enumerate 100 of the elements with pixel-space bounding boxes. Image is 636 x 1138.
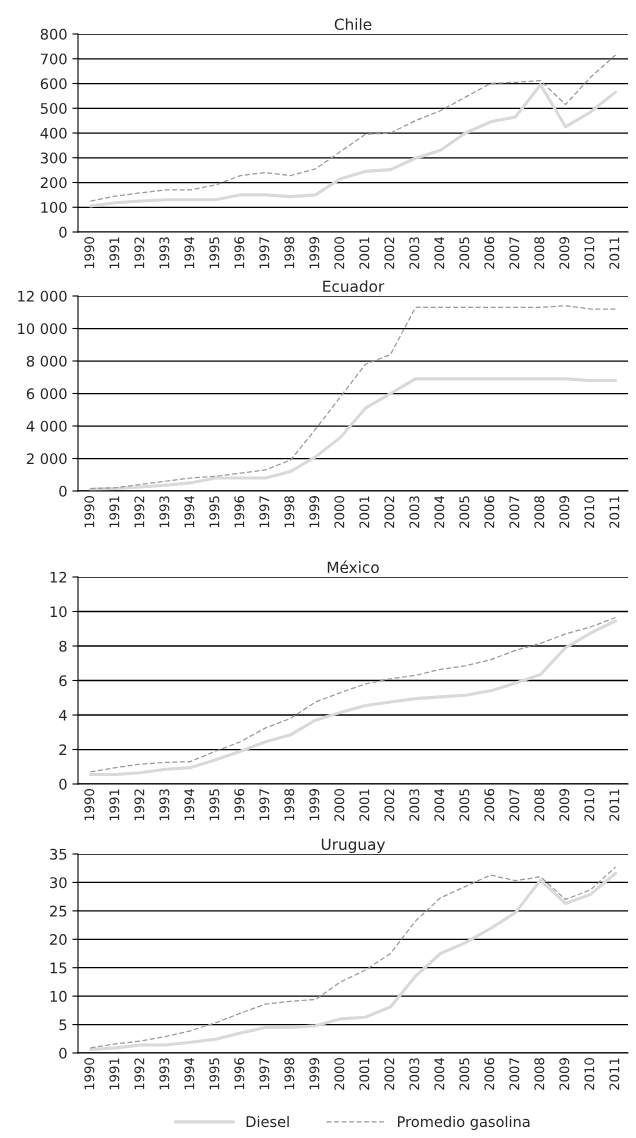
y-tick-label: 0 xyxy=(59,778,67,790)
x-tick-label: 1995 xyxy=(209,1058,220,1090)
y-tick-label: 600 xyxy=(40,78,67,90)
y-tick-label: 4 000 xyxy=(26,420,67,432)
x-tick-label: 2002 xyxy=(384,496,395,528)
y-tick-label: 0 xyxy=(59,1047,67,1059)
chart-title: Uruguay xyxy=(321,838,386,854)
x-tick-label: 1993 xyxy=(159,496,170,528)
x-tick-label: 2009 xyxy=(559,237,570,269)
y-tick-label: 5 xyxy=(59,1019,67,1031)
x-tick-label: 2009 xyxy=(559,496,570,528)
x-tick-label: 2000 xyxy=(334,496,345,528)
chart-title: México xyxy=(327,560,379,574)
line-series xyxy=(88,377,618,491)
x-tick-label: 1999 xyxy=(309,1058,320,1090)
x-tick-label: 1998 xyxy=(284,789,295,821)
x-tick-label: 2006 xyxy=(484,496,495,528)
x-tick-label: 1991 xyxy=(109,496,120,528)
y-tick-label: 500 xyxy=(40,102,67,114)
x-tick-label: 2002 xyxy=(384,237,395,269)
x-tick-label: 2009 xyxy=(559,1058,570,1090)
y-tick-label: 400 xyxy=(40,127,67,139)
x-tick-label: 2004 xyxy=(434,236,445,269)
x-tick-label: 2011 xyxy=(609,496,620,528)
x-tick-label: 2010 xyxy=(584,789,595,821)
x-tick-label: 2011 xyxy=(609,1058,620,1090)
x-tick-label: 1990 xyxy=(84,1058,95,1090)
x-tick-label: 1999 xyxy=(309,789,320,821)
x-tick-label: 2003 xyxy=(409,1058,420,1090)
x-tick-label: 2011 xyxy=(609,789,620,821)
x-tick-label: 1997 xyxy=(259,237,270,269)
y-tick-label: 2 000 xyxy=(26,453,67,465)
x-tick-label: 1996 xyxy=(234,1058,245,1090)
x-tick-label: 1992 xyxy=(134,237,145,269)
x-tick-label: 2002 xyxy=(384,1058,395,1090)
x-tick-label: 1998 xyxy=(284,496,295,528)
x-tick-label: 2010 xyxy=(584,496,595,528)
x-tick-label: 1992 xyxy=(134,789,145,821)
x-tick-label: 1991 xyxy=(109,237,120,269)
y-tick-label: 6 xyxy=(59,675,67,687)
x-tick-label: 1994 xyxy=(184,495,195,528)
x-tick-label: 2001 xyxy=(359,496,370,528)
y-tick-label: 10 000 xyxy=(18,323,67,335)
y-tick-label: 100 xyxy=(41,201,67,213)
y-tick-label: 300 xyxy=(40,152,67,164)
x-tick-label: 2008 xyxy=(534,496,545,528)
x-tick-label: 1993 xyxy=(159,1058,170,1090)
line-series xyxy=(89,305,617,490)
x-tick-label: 1993 xyxy=(159,789,170,821)
y-tick-label: 30 xyxy=(50,877,67,889)
y-tick-label: 2 xyxy=(59,744,67,756)
y-tick-label: 35 xyxy=(50,848,67,860)
x-tick-label: 1995 xyxy=(209,789,220,821)
x-tick-label: 2006 xyxy=(484,789,495,821)
y-tick-label: 200 xyxy=(40,177,67,189)
x-tick-label: 1997 xyxy=(259,789,270,821)
x-tick-label: 2002 xyxy=(384,789,395,821)
y-tick-label: 20 xyxy=(50,934,67,946)
x-tick-label: 2006 xyxy=(484,237,495,269)
x-tick-label: 1991 xyxy=(109,1058,120,1090)
x-tick-label: 2001 xyxy=(359,789,370,821)
x-tick-label: 2000 xyxy=(334,1058,345,1090)
x-tick-label: 1991 xyxy=(109,789,120,821)
y-tick-label: 0 xyxy=(59,226,67,238)
x-tick-label: 1997 xyxy=(259,496,270,528)
x-tick-label: 1998 xyxy=(284,1058,295,1090)
x-tick-label: 1997 xyxy=(259,1058,270,1090)
x-tick-label: 1990 xyxy=(84,789,95,821)
y-tick-label: 4 xyxy=(59,709,67,721)
y-tick-label: 0 xyxy=(59,485,67,497)
y-tick-label: 15 xyxy=(50,962,67,974)
x-tick-label: 2004 xyxy=(434,495,445,528)
x-tick-label: 1996 xyxy=(234,496,245,528)
y-tick-label: 25 xyxy=(50,905,67,917)
x-tick-label: 2005 xyxy=(459,237,470,269)
x-tick-label: 1998 xyxy=(284,237,295,269)
x-tick-label: 2000 xyxy=(334,789,345,821)
x-tick-label: 1994 xyxy=(184,1057,195,1090)
y-tick-label: 12 000 xyxy=(18,290,67,302)
x-tick-label: 2009 xyxy=(559,789,570,821)
line-series xyxy=(89,54,617,202)
x-tick-label: 1999 xyxy=(309,496,320,528)
x-tick-label: 1992 xyxy=(134,496,145,528)
x-tick-label: 2010 xyxy=(584,237,595,269)
x-tick-label: 2004 xyxy=(434,788,445,821)
x-tick-label: 1990 xyxy=(84,496,95,528)
x-tick-label: 1995 xyxy=(209,496,220,528)
y-tick-label: 800 xyxy=(40,28,67,40)
line-series xyxy=(88,83,618,208)
x-tick-label: 2003 xyxy=(409,496,420,528)
y-tick-label: 700 xyxy=(40,53,67,65)
x-tick-label: 2007 xyxy=(509,789,520,821)
x-tick-label: 1994 xyxy=(184,236,195,269)
chart-title: Ecuador xyxy=(323,280,385,293)
x-tick-label: 2010 xyxy=(584,1058,595,1090)
x-tick-label: 1999 xyxy=(309,237,320,269)
y-tick-label: 12 xyxy=(50,571,67,583)
x-tick-label: 1995 xyxy=(209,237,220,269)
x-tick-label: 1992 xyxy=(134,1058,145,1090)
y-tick-label: 8 000 xyxy=(26,355,67,367)
